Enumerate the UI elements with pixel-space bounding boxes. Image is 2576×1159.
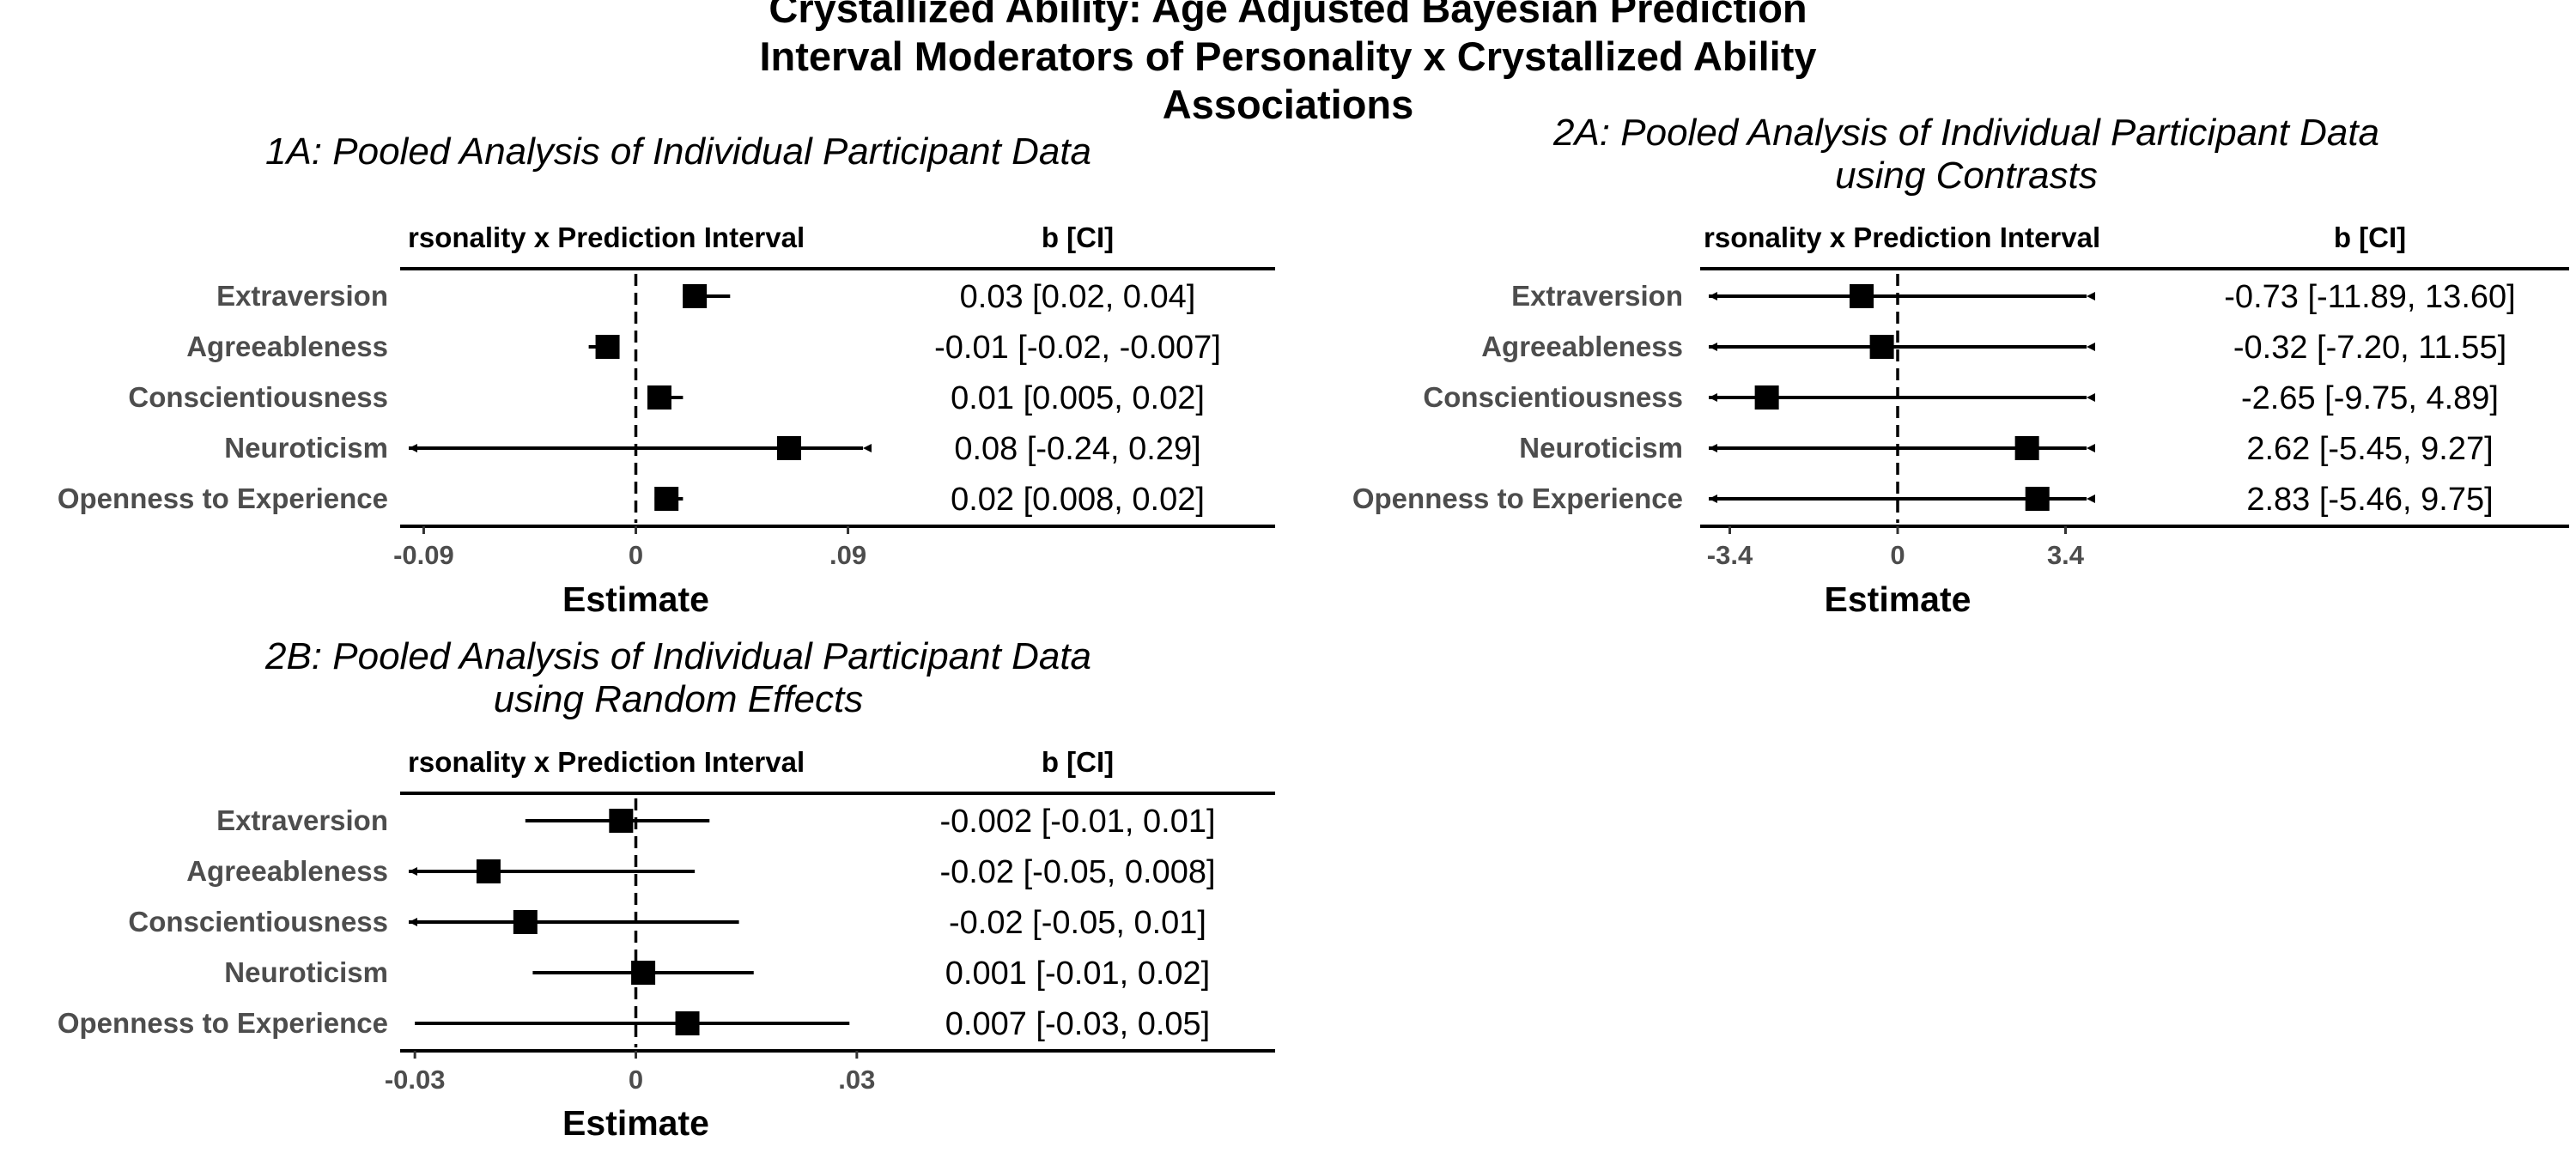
panel-1a-title: 1A: Pooled Analysis of Individual Partic… bbox=[120, 130, 1236, 173]
chart-3-xlabel: Estimate bbox=[562, 1103, 709, 1143]
chart-3-point bbox=[609, 809, 634, 833]
chart-3-point bbox=[513, 910, 538, 934]
panel-2a-title: 2A: Pooled Analysis of Individual Partic… bbox=[1408, 112, 2524, 197]
chart-2-row-label: Conscientiousness bbox=[1423, 381, 1683, 413]
chart-1-ci-label: 0.03 [0.02, 0.04] bbox=[960, 279, 1196, 315]
chart-3-tick-label: -0.03 bbox=[385, 1065, 446, 1095]
chart-1-header-label: rsonality x Prediction Interval bbox=[408, 221, 805, 253]
chart-1-point bbox=[654, 487, 679, 511]
chart-2-row-label: Extraversion bbox=[1511, 280, 1683, 312]
chart-2-tick-label: 0 bbox=[1890, 540, 1905, 570]
chart-1-row-label: Conscientiousness bbox=[128, 381, 388, 413]
chart-3-row-label: Neuroticism bbox=[224, 956, 388, 988]
chart-3-row-label: Conscientiousness bbox=[128, 906, 388, 938]
panel-2b-title: 2B: Pooled Analysis of Individual Partic… bbox=[120, 635, 1236, 721]
chart-2-row-label: Neuroticism bbox=[1519, 432, 1683, 464]
chart-1-ci-label: 0.02 [0.008, 0.02] bbox=[951, 482, 1205, 518]
chart-2-ci-label: 2.83 [-5.46, 9.75] bbox=[2246, 482, 2493, 518]
chart-1-row-label: Agreeableness bbox=[186, 331, 388, 362]
panel-title-line: 1A: Pooled Analysis of Individual Partic… bbox=[264, 130, 1092, 173]
chart-2-point bbox=[1754, 385, 1779, 410]
chart-2-row-label: Openness to Experience bbox=[1352, 482, 1683, 514]
chart-3-tick-label: .03 bbox=[838, 1065, 875, 1095]
chart-1-point bbox=[595, 335, 620, 359]
chart-3-ci-label: -0.002 [-0.01, 0.01] bbox=[939, 804, 1215, 840]
chart-1-row-label: Extraversion bbox=[216, 280, 388, 312]
chart-2-header-estimate: b [CI] bbox=[2334, 221, 2406, 253]
chart-3-point bbox=[476, 859, 501, 883]
chart-1-tick-label: .09 bbox=[829, 540, 866, 570]
chart-1-xlabel: Estimate bbox=[562, 580, 709, 619]
chart-1-tick-label: -0.09 bbox=[393, 540, 454, 570]
chart-1-ci-label: -0.01 [-0.02, -0.007] bbox=[934, 330, 1221, 366]
panel-title-line: using Contrasts bbox=[1835, 155, 2098, 197]
chart-3-point bbox=[631, 961, 656, 985]
chart-title-line: Associations bbox=[1162, 82, 1414, 127]
chart-3-row-label: Extraversion bbox=[216, 804, 388, 836]
chart-2-xlabel: Estimate bbox=[1825, 580, 1971, 619]
chart-2-point bbox=[1869, 335, 1894, 359]
chart-2-ci-label: -0.32 [-7.20, 11.55] bbox=[2233, 330, 2506, 366]
chart-title-line: Interval Moderators of Personality x Cry… bbox=[759, 33, 1817, 79]
chart-1-ci-label: 0.01 [0.005, 0.02] bbox=[951, 380, 1205, 416]
chart-3-ci-label: -0.02 [-0.05, 0.008] bbox=[939, 854, 1215, 890]
chart-2-ci-label: -0.73 [-11.89, 13.60] bbox=[2224, 279, 2515, 315]
panel-title-line: using Random Effects bbox=[493, 678, 864, 720]
chart-2-ci-label: -2.65 [-9.75, 4.89] bbox=[2241, 380, 2499, 416]
chart-2-header-label: rsonality x Prediction Interval bbox=[1704, 221, 2100, 253]
panel-title-line: 2B: Pooled Analysis of Individual Partic… bbox=[264, 635, 1092, 677]
chart-1-ci-label: 0.08 [-0.24, 0.29] bbox=[954, 431, 1200, 467]
chart-2-ci-label: 2.62 [-5.45, 9.27] bbox=[2246, 431, 2493, 467]
chart-1-row-label: Openness to Experience bbox=[58, 482, 388, 514]
chart-1-row-label: Neuroticism bbox=[224, 432, 388, 464]
chart-1-point bbox=[776, 436, 801, 460]
chart-1-point bbox=[683, 284, 708, 308]
chart-title-line: Crystallized Ability: Age Adjusted Bayes… bbox=[769, 0, 1807, 31]
chart-2-point bbox=[2025, 487, 2050, 511]
chart-3-tick-label: 0 bbox=[629, 1065, 643, 1095]
chart-3-row-label: Openness to Experience bbox=[58, 1007, 388, 1039]
panel-title-line: 2A: Pooled Analysis of Individual Partic… bbox=[1552, 112, 2380, 154]
chart-2-tick-label: -3.4 bbox=[1707, 540, 1753, 570]
chart-3-ci-label: 0.007 [-0.03, 0.05] bbox=[945, 1006, 1210, 1042]
chart-2-tick-label: 3.4 bbox=[2047, 540, 2085, 570]
chart-2-point bbox=[1850, 284, 1874, 308]
chart-1-point bbox=[647, 385, 671, 410]
chart-3-header-label: rsonality x Prediction Interval bbox=[408, 746, 805, 778]
chart-title: Crystallized Ability: Age Adjusted Bayes… bbox=[429, 0, 2147, 129]
chart-1-tick-label: 0 bbox=[629, 540, 643, 570]
chart-2-point bbox=[2014, 436, 2039, 460]
chart-3-header-estimate: b [CI] bbox=[1042, 746, 1114, 778]
chart-1-header-estimate: b [CI] bbox=[1042, 221, 1114, 253]
chart-3-point bbox=[675, 1011, 700, 1035]
chart-3-ci-label: 0.001 [-0.01, 0.02] bbox=[945, 956, 1210, 992]
chart-3-row-label: Agreeableness bbox=[186, 855, 388, 887]
chart-3-ci-label: -0.02 [-0.05, 0.01] bbox=[949, 905, 1206, 941]
chart-2-row-label: Agreeableness bbox=[1481, 331, 1683, 362]
